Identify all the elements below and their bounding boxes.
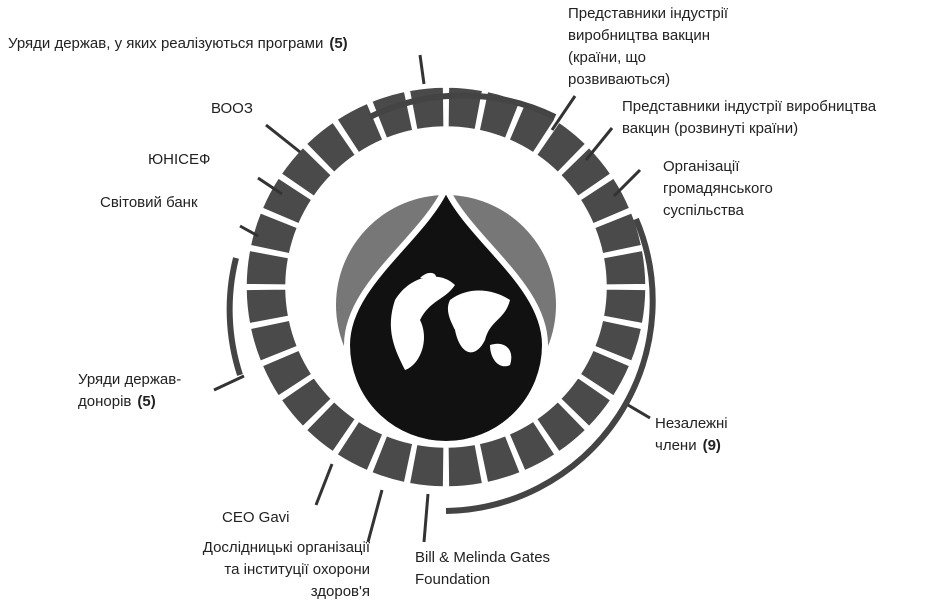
ring-segment (335, 420, 384, 472)
ring-segment (602, 288, 647, 325)
ring-segment (305, 400, 357, 453)
node-label: суспільства (663, 202, 745, 219)
ring-segment (579, 176, 631, 225)
node-label: члени (9) (655, 437, 721, 454)
labels: Уряди держав, у яких реалізуються програ… (8, 5, 877, 600)
ring-segment (593, 319, 643, 363)
label-text: громадянського (663, 180, 773, 197)
ring-segment (478, 434, 522, 484)
label-text: ЮНІСЕФ (148, 151, 210, 168)
node-label: ЮНІСЕФ (148, 151, 210, 168)
ring-segment (249, 319, 299, 363)
label-text: здоров'я (311, 583, 370, 600)
label-text: Дослідницькі організації (203, 539, 371, 556)
arc-top (368, 92, 557, 120)
arc-left (226, 257, 243, 376)
ring-segment (249, 211, 299, 255)
ring-segment (579, 349, 631, 398)
ring-segment (593, 211, 643, 255)
label-text: Представники індустрії (568, 5, 729, 22)
node-label: Представники індустрії (568, 5, 729, 22)
label-count: (5) (329, 35, 347, 52)
label-text: Уряди держав- (78, 371, 181, 388)
ring-segment (447, 443, 484, 488)
label-text: Foundation (415, 571, 490, 588)
ring-segment (535, 121, 587, 174)
ring-segment (559, 146, 612, 198)
node-label: Організації (663, 158, 740, 175)
label-text: члени (655, 437, 697, 454)
node-label: вакцин (розвинуті країни) (622, 120, 798, 137)
node-label: Bill & Melinda Gates (415, 549, 550, 566)
label-text: Організації (663, 158, 740, 175)
node-label: Уряди держав, у яких реалізуються програ… (8, 35, 348, 52)
ring-segment (508, 420, 557, 472)
node-label: ВООЗ (211, 100, 253, 117)
ring-segment (280, 376, 333, 428)
node-label: CEO Gavi (222, 509, 290, 526)
node-label: Представники індустрії виробництва (622, 98, 877, 115)
node-label: Уряди держав- (78, 371, 181, 388)
label-count: (5) (137, 393, 155, 410)
ring-segment (280, 146, 333, 198)
label-text: Незалежні (655, 415, 728, 432)
label-text: донорів (78, 393, 131, 410)
node-label: Дослідницькі організації (203, 539, 371, 556)
node-label: Незалежні (655, 415, 728, 432)
label-text: та інституції охорони (224, 561, 370, 578)
label-text: CEO Gavi (222, 509, 290, 526)
label-text: суспільства (663, 202, 745, 219)
label-text: виробництва вакцин (568, 27, 710, 44)
ring-segment (370, 434, 414, 484)
label-count: (9) (703, 437, 721, 454)
label-text: (країни, що (568, 49, 646, 66)
globe (390, 272, 512, 370)
label-text: Світовий банк (100, 194, 198, 211)
node-label: донорів (5) (78, 393, 156, 410)
ring-segment (535, 400, 587, 453)
ring (245, 86, 647, 488)
ring-segment (602, 249, 647, 286)
arc-right (445, 217, 656, 514)
node-label: Світовий банк (100, 194, 198, 211)
ring-segment (245, 288, 290, 325)
node-label: виробництва вакцин (568, 27, 710, 44)
ring-segment (408, 86, 445, 131)
label-text: розвиваються) (568, 71, 670, 88)
label-text: Уряди держав, у яких реалізуються програ… (8, 35, 323, 52)
label-text: Bill & Melinda Gates (415, 549, 550, 566)
node-label: розвиваються) (568, 71, 670, 88)
node-label: громадянського (663, 180, 773, 197)
label-text: Представники індустрії виробництва (622, 98, 877, 115)
node-label: здоров'я (311, 583, 370, 600)
node-label: Foundation (415, 571, 490, 588)
node-label: та інституції охорони (224, 561, 370, 578)
label-text: ВООЗ (211, 100, 253, 117)
ring-segment (305, 121, 357, 174)
pointers (213, 54, 651, 543)
label-text: вакцин (розвинуті країни) (622, 120, 798, 137)
ring-segment (245, 249, 290, 286)
ring-segment (408, 443, 445, 488)
ring-segment (559, 376, 612, 428)
ring-segment (261, 349, 313, 398)
node-label: (країни, що (568, 49, 646, 66)
drop (343, 180, 549, 447)
